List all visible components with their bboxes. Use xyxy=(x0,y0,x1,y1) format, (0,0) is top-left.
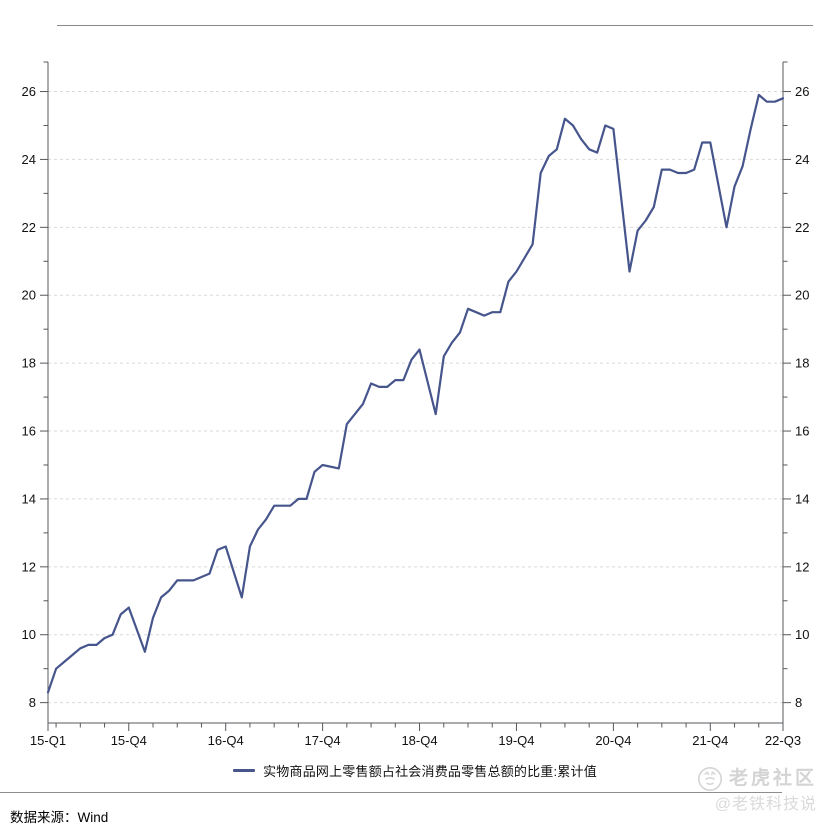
y-tick-label: 16 xyxy=(795,424,809,439)
data-source-label: 数据来源：Wind xyxy=(10,810,109,825)
watermark-community-text: 老虎社区 xyxy=(728,768,817,789)
x-tick-label: 15-Q4 xyxy=(111,733,147,748)
x-tick-label: 21-Q4 xyxy=(692,733,728,748)
watermark-brand-row: 老虎社区 xyxy=(697,766,817,792)
tiger-logo-icon xyxy=(697,767,722,791)
legend-line-swatch xyxy=(233,769,256,772)
chart-legend: 实物商品网上零售额占社会消费品零售总额的比重:累计值 xyxy=(0,761,830,780)
axes xyxy=(47,62,784,724)
x-tick-label: 22-Q3 xyxy=(765,733,801,748)
ticks xyxy=(40,61,791,731)
y-tick-label: 24 xyxy=(795,152,809,167)
y-tick-label: 26 xyxy=(22,84,36,99)
y-tick-label: 14 xyxy=(22,491,36,506)
y-tick-label: 12 xyxy=(795,559,809,574)
y-tick-label: 20 xyxy=(22,288,36,303)
series-line xyxy=(46,93,785,694)
y-tick-label: 10 xyxy=(22,627,36,642)
footer-separator-line xyxy=(0,792,782,793)
y-tick-label: 18 xyxy=(22,356,36,371)
y-tick-label: 20 xyxy=(795,288,809,303)
y-tick-label: 22 xyxy=(795,220,809,235)
y-tick-label: 18 xyxy=(795,356,809,371)
line-chart: 8 8 10 10 12 12 14 14 16 16 18 18 20 20 22 22 24 24 26 26 15… xyxy=(22,61,810,748)
y-tick-label: 12 xyxy=(22,559,36,574)
y-tick-label: 8 xyxy=(795,695,802,710)
x-tick-label: 18-Q4 xyxy=(401,733,437,748)
gridlines xyxy=(48,91,783,704)
tick-labels: 8 8 10 10 12 12 14 14 16 16 18 18 20 20 22 22 24 24 26 26 15… xyxy=(22,84,810,748)
x-tick-label: 17-Q4 xyxy=(305,733,341,748)
legend-label: 实物商品网上零售额占社会消费品零售总额的比重:累计值 xyxy=(263,764,597,779)
top-separator-line xyxy=(57,25,813,26)
y-tick-label: 14 xyxy=(795,491,809,506)
x-tick-label: 15-Q1 xyxy=(30,733,66,748)
watermark: 老虎社区 @老铁科技说 xyxy=(697,766,817,814)
x-tick-label: 19-Q4 xyxy=(498,733,534,748)
y-tick-label: 26 xyxy=(795,84,809,99)
x-tick-label: 16-Q4 xyxy=(208,733,244,748)
x-tick-label: 20-Q4 xyxy=(595,733,631,748)
watermark-handle-text: @老铁科技说 xyxy=(714,796,817,813)
y-tick-label: 8 xyxy=(29,695,36,710)
y-tick-label: 22 xyxy=(22,220,36,235)
y-tick-label: 10 xyxy=(795,627,809,642)
y-tick-label: 24 xyxy=(22,152,36,167)
y-tick-label: 16 xyxy=(22,424,36,439)
